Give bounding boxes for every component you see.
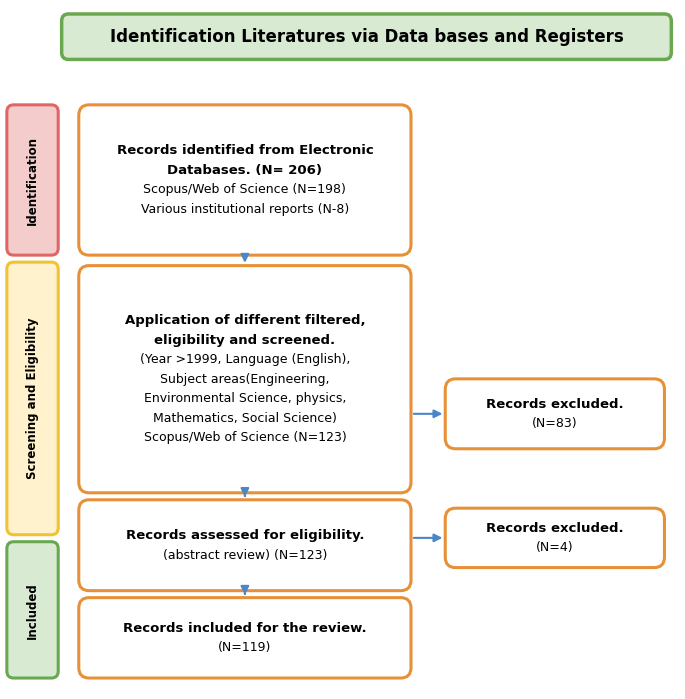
- FancyBboxPatch shape: [7, 105, 58, 255]
- FancyBboxPatch shape: [62, 14, 671, 59]
- Text: Identification Literatures via Data bases and Registers: Identification Literatures via Data base…: [110, 28, 623, 45]
- FancyBboxPatch shape: [445, 508, 664, 568]
- Text: Mathematics, Social Science): Mathematics, Social Science): [153, 412, 337, 425]
- Text: Application of different filtered,: Application of different filtered,: [125, 314, 365, 327]
- Text: Records excluded.: Records excluded.: [486, 398, 623, 410]
- Text: Various institutional reports (N-8): Various institutional reports (N-8): [140, 203, 349, 216]
- FancyBboxPatch shape: [79, 105, 411, 255]
- Text: (abstract review) (N=123): (abstract review) (N=123): [163, 549, 327, 561]
- Text: Databases. (N= 206): Databases. (N= 206): [167, 164, 323, 177]
- Text: Scopus/Web of Science (N=198): Scopus/Web of Science (N=198): [143, 183, 347, 196]
- Text: Subject areas(Engineering,: Subject areas(Engineering,: [160, 373, 329, 386]
- FancyBboxPatch shape: [79, 598, 411, 678]
- Text: Screening and Eligibility: Screening and Eligibility: [26, 317, 39, 480]
- FancyBboxPatch shape: [7, 542, 58, 678]
- Text: Records identified from Electronic: Records identified from Electronic: [116, 144, 373, 157]
- Text: Records excluded.: Records excluded.: [486, 521, 623, 535]
- Text: eligibility and screened.: eligibility and screened.: [154, 333, 336, 347]
- Text: (N=119): (N=119): [219, 641, 271, 654]
- Text: Identification: Identification: [26, 136, 39, 225]
- Text: Environmental Science, physics,: Environmental Science, physics,: [144, 392, 346, 405]
- Text: (N=83): (N=83): [532, 417, 577, 430]
- Text: Scopus/Web of Science (N=123): Scopus/Web of Science (N=123): [144, 431, 346, 445]
- FancyBboxPatch shape: [79, 266, 411, 493]
- FancyBboxPatch shape: [7, 262, 58, 535]
- FancyBboxPatch shape: [445, 379, 664, 449]
- Text: Records assessed for eligibility.: Records assessed for eligibility.: [125, 529, 364, 542]
- Text: (N=4): (N=4): [536, 541, 573, 554]
- FancyBboxPatch shape: [79, 500, 411, 591]
- Text: (Year >1999, Language (English),: (Year >1999, Language (English),: [140, 353, 350, 366]
- Text: Records included for the review.: Records included for the review.: [123, 621, 366, 635]
- Text: Included: Included: [26, 582, 39, 639]
